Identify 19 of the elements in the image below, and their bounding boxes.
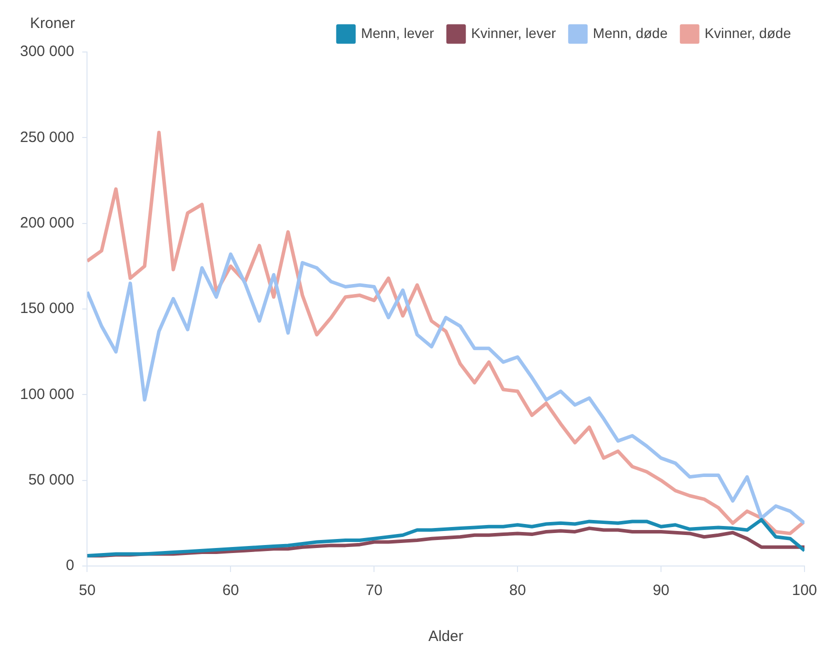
x-tick-label: 50 [78, 582, 96, 600]
x-tick-label: 80 [509, 582, 526, 600]
x-tick-label: 70 [366, 582, 382, 600]
y-tick-label: 200 000 [20, 214, 74, 232]
legend-label: Menn, lever [360, 24, 434, 41]
y-tick-label: 0 [66, 557, 74, 574]
legend-label: Kvinner, lever [471, 24, 556, 41]
legend-label: Kvinner, døde [704, 24, 792, 41]
y-tick-label: 150 000 [20, 300, 74, 318]
x-axis-title: Alder [428, 628, 464, 646]
x-tick-label: 90 [652, 582, 670, 600]
x-tick-label: 60 [222, 582, 240, 600]
y-tick-label: 250 000 [20, 128, 74, 146]
y-tick-label: 100 000 [20, 386, 74, 403]
y-tick-label: 50 000 [28, 471, 74, 488]
y-axis-title: Kroner [30, 15, 76, 32]
legend-label: Menn, døde [592, 24, 668, 41]
y-tick-label: 300 000 [20, 43, 74, 60]
x-tick-label: 100 [792, 582, 817, 600]
